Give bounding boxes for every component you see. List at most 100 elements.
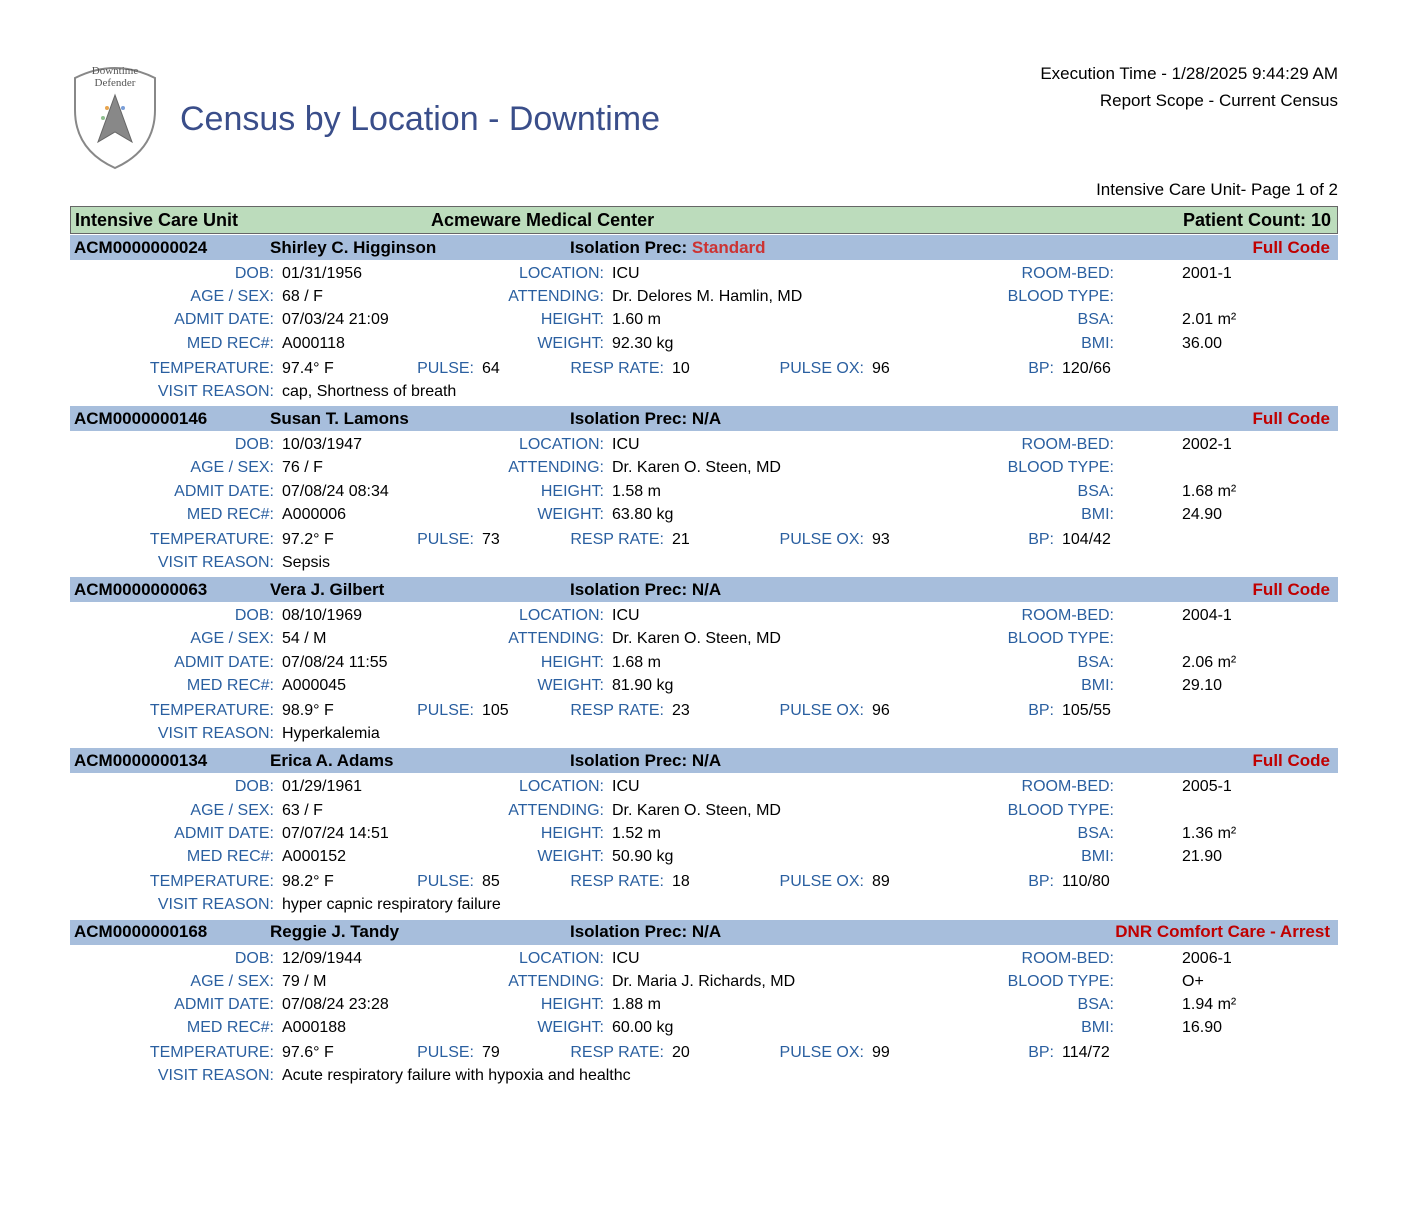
visit-reason-row: VISIT REASON:Sepsis [70,551,1338,576]
patient-id: ACM0000000024 [70,238,270,258]
resp-rate-label: RESP RATE: [550,1041,670,1064]
bsa-value: 1.36 m² [1180,822,1340,845]
age-sex-value: 68 / F [280,285,480,308]
weight-label: WEIGHT: [480,1016,610,1039]
age-sex-value: 54 / M [280,627,480,650]
location-value: ICU [610,433,870,456]
attending-label: ATTENDING: [480,456,610,479]
resp-rate-label: RESP RATE: [550,870,670,893]
med-rec-value: A000006 [280,503,480,526]
patient-details: DOB:08/10/1969LOCATION:ICUROOM-BED:2004-… [70,602,1338,699]
logo-text-top: Downtime [92,65,139,77]
location-label: LOCATION: [480,775,610,798]
height-value: 1.60 m [610,308,870,331]
location-label: LOCATION: [480,262,610,285]
visit-reason-value: Sepsis [280,551,1338,574]
med-rec-label: MED REC#: [70,503,280,526]
visit-reason-value: Hyperkalemia [280,722,1338,745]
pulse-ox-value: 93 [870,528,940,551]
report-title: Census by Location - Downtime [180,100,660,139]
dob-label: DOB: [70,433,280,456]
bsa-label: BSA: [930,993,1120,1016]
room-bed-label: ROOM-BED: [930,775,1120,798]
temperature-value: 97.2° F [280,528,380,551]
age-sex-value: 79 / M [280,970,480,993]
location-label: LOCATION: [480,947,610,970]
blood-type-value [1180,627,1340,650]
admit-date-label: ADMIT DATE: [70,993,280,1016]
temperature-label: TEMPERATURE: [70,528,280,551]
location-value: ICU [610,262,870,285]
admit-date-value: 07/07/24 14:51 [280,822,480,845]
admit-date-label: ADMIT DATE: [70,822,280,845]
pulse-label: PULSE: [380,528,480,551]
pulse-ox-label: PULSE OX: [750,357,870,380]
isolation-prec-value: N/A [692,922,721,941]
report-page: Downtime Defender Census by Location - D… [0,0,1408,1130]
isolation-prec-label: Isolation Prec: [570,922,692,941]
bmi-label: BMI: [930,1016,1120,1039]
med-rec-label: MED REC#: [70,674,280,697]
code-status: Full Code [1253,580,1338,600]
weight-value: 50.90 kg [610,845,870,868]
patient-block: ACM0000000146Susan T. LamonsIsolation Pr… [70,405,1338,576]
pulse-ox-value: 89 [870,870,940,893]
code-status: Full Code [1253,751,1338,771]
bsa-label: BSA: [930,651,1120,674]
weight-label: WEIGHT: [480,845,610,868]
pulse-label: PULSE: [380,699,480,722]
logo-text-bottom: Defender [95,77,136,89]
visit-reason-value: hyper capnic respiratory failure [280,893,1338,916]
blood-type-value [1180,285,1340,308]
isolation-prec: Isolation Prec: N/A [570,751,721,771]
resp-rate-label: RESP RATE: [550,528,670,551]
attending-value: Dr. Karen O. Steen, MD [610,627,870,650]
attending-label: ATTENDING: [480,970,610,993]
isolation-prec: Isolation Prec: N/A [570,922,721,942]
weight-value: 60.00 kg [610,1016,870,1039]
temperature-value: 98.9° F [280,699,380,722]
patient-header: ACM0000000134Erica A. AdamsIsolation Pre… [70,747,1338,773]
vitals-row: TEMPERATURE:97.6° FPULSE:79RESP RATE:20P… [70,1041,1338,1064]
isolation-prec-value: N/A [692,409,721,428]
height-label: HEIGHT: [480,308,610,331]
bp-label: BP: [940,357,1060,380]
bsa-value: 1.68 m² [1180,480,1340,503]
pulse-ox-value: 96 [870,357,940,380]
height-value: 1.52 m [610,822,870,845]
visit-reason-label: VISIT REASON: [70,551,280,574]
resp-rate-value: 23 [670,699,750,722]
room-bed-label: ROOM-BED: [930,262,1120,285]
weight-label: WEIGHT: [480,503,610,526]
temperature-label: TEMPERATURE: [70,357,280,380]
bmi-value: 29.10 [1180,674,1340,697]
admit-date-value: 07/03/24 21:09 [280,308,480,331]
header-right: Execution Time - 1/28/2025 9:44:29 AM Re… [1040,60,1338,114]
patient-header: ACM0000000024Shirley C. HigginsonIsolati… [70,234,1338,260]
report-header: Downtime Defender Census by Location - D… [70,60,1338,170]
med-rec-value: A000152 [280,845,480,868]
dob-label: DOB: [70,604,280,627]
patients-list: ACM0000000024Shirley C. HigginsonIsolati… [70,234,1338,1090]
temperature-label: TEMPERATURE: [70,870,280,893]
bsa-label: BSA: [930,480,1120,503]
bsa-value: 2.06 m² [1180,651,1340,674]
bmi-value: 21.90 [1180,845,1340,868]
admit-date-label: ADMIT DATE: [70,480,280,503]
height-label: HEIGHT: [480,822,610,845]
bp-label: BP: [940,1041,1060,1064]
attending-label: ATTENDING: [480,627,610,650]
room-bed-value: 2004-1 [1180,604,1340,627]
age-sex-label: AGE / SEX: [70,970,280,993]
pulse-value: 64 [480,357,550,380]
location-label: LOCATION: [480,433,610,456]
resp-rate-value: 10 [670,357,750,380]
pulse-value: 79 [480,1041,550,1064]
temperature-label: TEMPERATURE: [70,1041,280,1064]
age-sex-label: AGE / SEX: [70,456,280,479]
patient-header: ACM0000000063Vera J. GilbertIsolation Pr… [70,576,1338,602]
patient-count-value: 10 [1311,210,1331,230]
age-sex-value: 76 / F [280,456,480,479]
patient-block: ACM0000000024Shirley C. HigginsonIsolati… [70,234,1338,405]
execution-time-value: 1/28/2025 9:44:29 AM [1172,64,1338,83]
